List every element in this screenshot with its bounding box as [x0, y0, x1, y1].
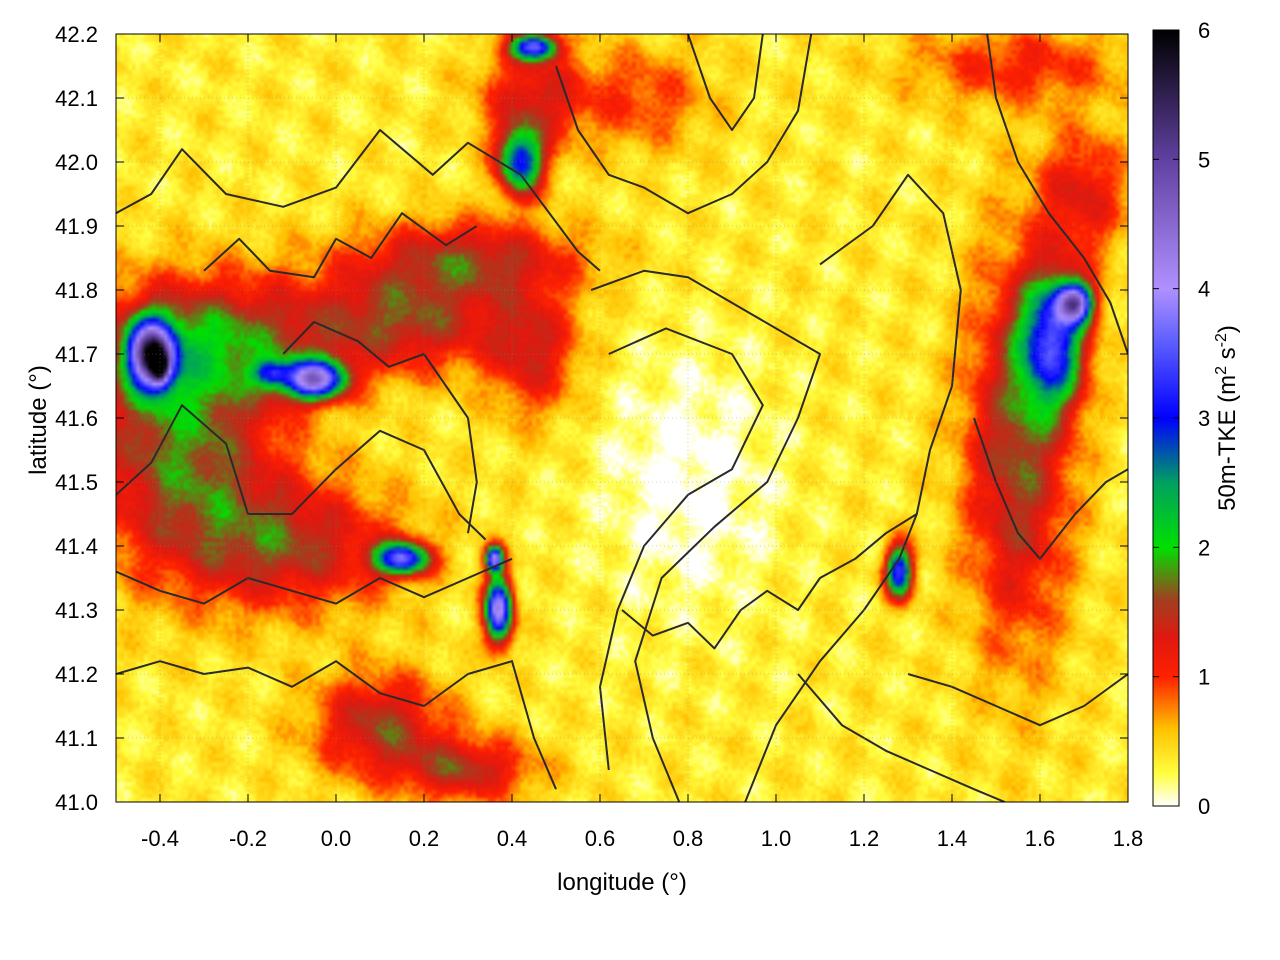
colorbar-tick-label: 4 — [1198, 277, 1210, 302]
x-tick-label: -0.4 — [141, 826, 179, 851]
terrain-contour-line — [555, 34, 813, 215]
terrain-contour-line — [621, 513, 918, 650]
y-axis: 41.0 41.1 41.2 41.3 41.4 41.5 41.6 41.7 41.8 41.9… — [55, 22, 1128, 815]
colorbar-tick-label: 6 — [1198, 18, 1210, 43]
terrain-contour-line — [116, 404, 487, 541]
y-tick-label: 41.5 — [55, 470, 98, 495]
y-tick-label: 41.7 — [55, 342, 98, 367]
colorbar-label-mid: s — [1214, 347, 1241, 366]
y-tick-label: 41.2 — [55, 662, 98, 687]
x-tick-label: 0.4 — [497, 826, 528, 851]
y-tick-label: 41.8 — [55, 278, 98, 303]
x-tick-label: 1.2 — [849, 826, 880, 851]
x-tick-label: -0.2 — [229, 826, 267, 851]
terrain-contour-line — [907, 673, 1128, 727]
x-tick-label: 1.8 — [1113, 826, 1144, 851]
terrain-contour-line — [116, 557, 513, 605]
y-tick-label: 42.2 — [55, 22, 98, 47]
colorbar-label-sup-1: 2 — [1213, 366, 1230, 375]
y-tick-label: 41.9 — [55, 214, 98, 239]
terrain-contour-line — [590, 269, 821, 802]
x-tick-label: 1.0 — [761, 826, 792, 851]
colorbar-label-main: 50m-TKE (m — [1214, 375, 1241, 511]
y-tick-label: 41.4 — [55, 534, 98, 559]
x-tick-label: 1.4 — [937, 826, 968, 851]
x-tick-label: 0.0 — [321, 826, 352, 851]
y-tick-label: 42.0 — [55, 150, 98, 175]
y-tick-label: 41.6 — [55, 406, 98, 431]
terrain-contour-line — [116, 129, 601, 272]
terrain-contour-line — [599, 327, 764, 771]
x-tick-label: 0.8 — [673, 826, 704, 851]
colorbar-label-end: ) — [1214, 325, 1241, 333]
colorbar-tick-label: 3 — [1198, 406, 1210, 431]
colorbar-tick-label: 2 — [1198, 535, 1210, 560]
y-axis-title: latitude (°) — [25, 365, 52, 475]
x-axis-title: longitude (°) — [557, 869, 687, 896]
x-tick-label: 0.2 — [409, 826, 440, 851]
colorbar-ticks: 0 1 2 3 4 5 6 — [1153, 18, 1210, 819]
colorbar-label-sup-2: -2 — [1213, 333, 1230, 347]
y-tick-label: 41.0 — [55, 790, 98, 815]
x-axis: -0.4 -0.2 0.0 0.2 0.4 0.6 0.8 1.0 1.2 1.4 1.6 1.8 — [141, 34, 1143, 851]
colorbar-tick-label: 0 — [1198, 794, 1210, 819]
x-tick-label: 1.6 — [1025, 826, 1056, 851]
terrain-contour-line — [797, 673, 1006, 802]
colorbar-tick-label: 1 — [1198, 665, 1210, 690]
y-tick-label: 41.1 — [55, 726, 98, 751]
terrain-contour-line — [744, 173, 962, 802]
colorbar-label: 50m-TKE (m2 s-2) — [1213, 325, 1241, 511]
x-tick-label: 0.6 — [585, 826, 616, 851]
colorbar: 0 1 2 3 4 5 6 50m-TKE (m2 s-2) — [1152, 18, 1241, 819]
y-tick-label: 41.3 — [55, 598, 98, 623]
terrain-contour-line — [687, 34, 764, 131]
y-tick-label: 42.1 — [55, 86, 98, 111]
terrain-contour-line — [116, 660, 557, 790]
colorbar-tick-label: 5 — [1198, 147, 1210, 172]
